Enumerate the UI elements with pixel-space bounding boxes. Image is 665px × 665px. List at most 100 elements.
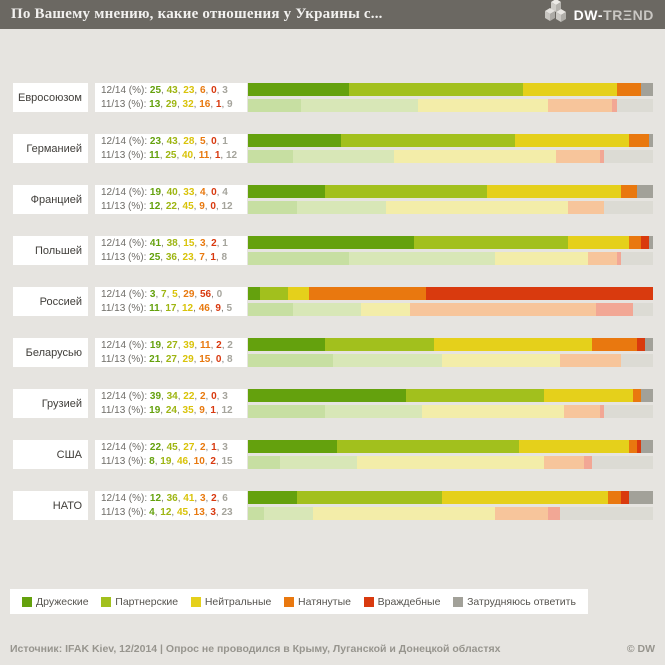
bar-11-13 — [248, 252, 653, 265]
value-separator: , — [176, 302, 182, 314]
values-line: 12/14 (%): 12, 36, 41, 3, 2, 6 — [101, 492, 247, 506]
values-box: 12/14 (%): 25, 43, 23, 6, 0, 3 11/13 (%):… — [95, 83, 247, 112]
bar-segment — [288, 287, 309, 300]
country-row: НАТО 12/14 (%): 12, 36, 41, 3, 2, 6 11/13 … — [13, 491, 653, 520]
bar-12-14 — [248, 491, 653, 504]
value-separator: , — [193, 302, 199, 314]
bar-segment — [405, 389, 544, 402]
series-label: 12/14 (%): — [101, 340, 150, 351]
value-number: 22 — [165, 200, 177, 212]
value-separator: , — [205, 85, 212, 96]
value-separator: , — [176, 200, 183, 212]
value-number: 23 — [182, 251, 194, 263]
bar-segment — [616, 252, 621, 265]
values-line: 12/14 (%): 23, 43, 28, 5, 0, 1 — [101, 135, 247, 149]
bar-segment — [543, 456, 585, 469]
value-number: 2 — [227, 340, 233, 351]
values-box: 12/14 (%): 39, 34, 22, 2, 0, 3 11/13 (%):… — [95, 389, 247, 418]
value-separator: , — [177, 340, 184, 351]
value-number: 4 — [199, 187, 206, 198]
legend-item: Враждебные — [363, 595, 441, 608]
bar-segment — [296, 201, 386, 214]
bar-11-13 — [248, 201, 653, 214]
value-separator: , — [177, 85, 184, 96]
brand-name: DW-TRΞND — [574, 7, 654, 23]
footer: Источник: IFAK Kiev, 12/2014 | Опрос не … — [0, 632, 665, 665]
value-number: 36 — [165, 251, 177, 263]
value-separator: , — [177, 442, 184, 453]
bar-segment — [324, 185, 487, 198]
bar-segment — [547, 507, 560, 520]
value-separator: , — [160, 404, 166, 416]
bar-segment — [592, 338, 637, 351]
value-number: 1 — [214, 149, 221, 161]
bar-segment — [588, 252, 617, 265]
value-number: 41 — [149, 238, 162, 249]
value-number: 3 — [210, 506, 216, 518]
legend-swatch — [101, 596, 112, 607]
value-number: 15 — [199, 353, 211, 365]
bar-segment — [604, 201, 653, 214]
series-label: 11/13 (%): — [101, 506, 150, 518]
values-line: 12/14 (%): 39, 34, 22, 2, 0, 3 — [101, 390, 247, 404]
value-separator: , — [177, 238, 184, 249]
bar-segment — [409, 303, 597, 316]
series-label: 11/13 (%): — [101, 149, 150, 161]
value-separator: , — [194, 340, 200, 351]
value-separator: , — [205, 187, 212, 198]
value-number: 19 — [149, 404, 161, 416]
value-separator: , — [216, 238, 223, 249]
value-number: 8 — [149, 455, 155, 467]
value-separator: , — [209, 149, 215, 161]
bar-segment — [559, 507, 653, 520]
value-separator: , — [176, 149, 182, 161]
legend-item: Дружеские — [22, 596, 89, 608]
bar-segment — [248, 389, 406, 402]
value-separator: , — [177, 289, 184, 300]
value-separator: , — [216, 85, 223, 96]
bar-segment — [300, 99, 419, 112]
series-label: 11/13 (%): — [101, 353, 150, 365]
value-number: 45 — [166, 442, 178, 453]
country-label: Беларусью — [13, 338, 88, 367]
value-separator: , — [216, 391, 223, 402]
value-number: 29 — [183, 289, 195, 300]
value-separator: , — [215, 251, 222, 263]
bar-segment — [628, 440, 637, 453]
values-line: 11/13 (%): 11, 25, 40, 11, 1, 12 — [101, 149, 247, 163]
value-separator: , — [215, 200, 222, 212]
value-number: 5 — [199, 136, 206, 147]
bar-segment — [280, 456, 358, 469]
value-number: 2 — [211, 238, 217, 249]
bar-segment — [495, 507, 548, 520]
bar-12-14 — [248, 134, 653, 147]
bar-segment — [620, 252, 653, 265]
value-separator: , — [204, 404, 211, 416]
country-row: Евросоюзом 12/14 (%): 25, 43, 23, 6, 0, 3… — [13, 83, 653, 112]
value-separator: , — [215, 506, 222, 518]
value-number: 3 — [199, 238, 206, 249]
legend-label: Враждебные — [377, 595, 441, 608]
value-number: 36 — [166, 493, 178, 504]
country-row: Польшей 12/14 (%): 41, 38, 15, 3, 2, 1 11/… — [13, 236, 653, 265]
bar-segment — [640, 236, 649, 249]
bars — [248, 338, 653, 367]
legend-label: Нейтральные — [204, 595, 272, 608]
bar-segment — [357, 456, 544, 469]
value-number: 13 — [149, 98, 161, 110]
values-box: 12/14 (%): 23, 43, 28, 5, 0, 1 11/13 (%):… — [95, 134, 247, 163]
bar-segment — [393, 150, 556, 163]
legend: Дружеские Партнерские Нейтральные Натянутые… — [10, 589, 588, 614]
value-number: 38 — [166, 238, 178, 249]
value-separator: , — [215, 455, 222, 467]
bars — [248, 287, 653, 316]
value-separator: , — [205, 442, 212, 453]
legend-swatch — [22, 596, 32, 607]
bar-segment — [260, 287, 289, 300]
bar-segment — [308, 287, 427, 300]
value-number: 1 — [210, 404, 216, 416]
bar-segment — [628, 134, 649, 147]
value-number: 1 — [210, 251, 216, 263]
bar-segment — [616, 83, 641, 96]
